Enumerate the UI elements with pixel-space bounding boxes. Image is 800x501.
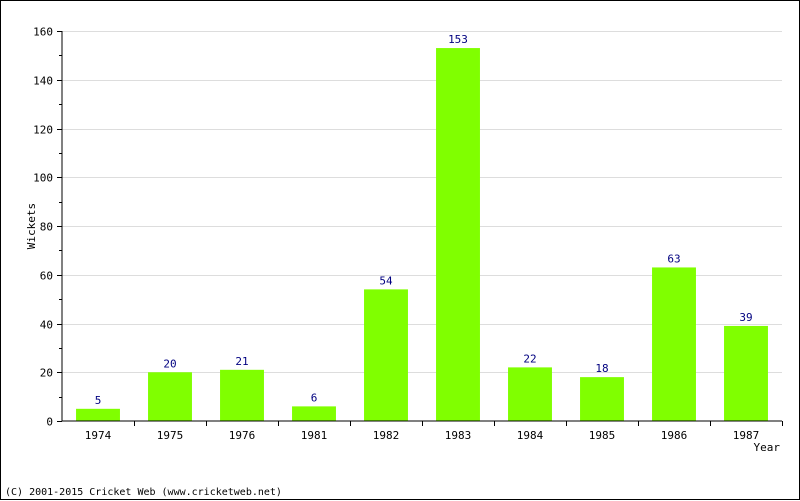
data-label: 18 — [595, 362, 608, 375]
bars — [76, 48, 768, 421]
data-label: 5 — [95, 394, 102, 407]
x-tick-label: 1986 — [661, 429, 688, 442]
data-label: 153 — [448, 33, 468, 46]
x-tick-label: 1982 — [373, 429, 400, 442]
grid-lines — [62, 31, 782, 373]
data-label: 63 — [667, 252, 680, 265]
y-axis-title: Wickets — [25, 203, 38, 249]
bar — [220, 369, 264, 421]
bar — [76, 408, 120, 421]
labels: 0 20 40 60 80 100 120 140 160 5 1974 20 1975 21 1976 6 1… — [33, 26, 759, 443]
y-tick-label: 100 — [33, 172, 53, 185]
data-label: 22 — [523, 352, 536, 365]
y-tick-label: 0 — [46, 416, 53, 429]
bar — [292, 406, 336, 421]
y-tick-label: 160 — [33, 26, 53, 39]
bar — [580, 377, 624, 421]
x-tick-label: 1985 — [589, 429, 616, 442]
data-label: 6 — [311, 391, 318, 404]
x-tick-label: 1987 — [733, 429, 760, 442]
bar — [508, 367, 552, 421]
data-label: 20 — [163, 357, 176, 370]
bar — [148, 372, 192, 421]
bar — [652, 267, 696, 421]
y-tick-label: 120 — [33, 124, 53, 137]
x-tick-label: 1974 — [85, 429, 112, 442]
x-tick-label: 1981 — [301, 429, 328, 442]
x-axis-title: Year — [754, 441, 781, 454]
bar — [364, 289, 408, 421]
bar — [436, 48, 480, 421]
x-tick-label: 1975 — [157, 429, 184, 442]
x-tick-label: 1976 — [229, 429, 256, 442]
data-label: 54 — [379, 274, 393, 287]
y-tick-label: 40 — [40, 319, 53, 332]
axes — [57, 31, 783, 426]
copyright-notice: (C) 2001-2015 Cricket Web (www.cricketwe… — [5, 487, 282, 498]
data-label: 21 — [235, 355, 248, 368]
bar — [724, 325, 768, 421]
y-tick-label: 20 — [40, 367, 53, 380]
y-tick-label: 80 — [40, 221, 53, 234]
data-label: 39 — [739, 311, 752, 324]
x-tick-label: 1983 — [445, 429, 472, 442]
y-tick-label: 140 — [33, 75, 53, 88]
y-tick-label: 60 — [40, 270, 53, 283]
x-tick-label: 1984 — [517, 429, 544, 442]
